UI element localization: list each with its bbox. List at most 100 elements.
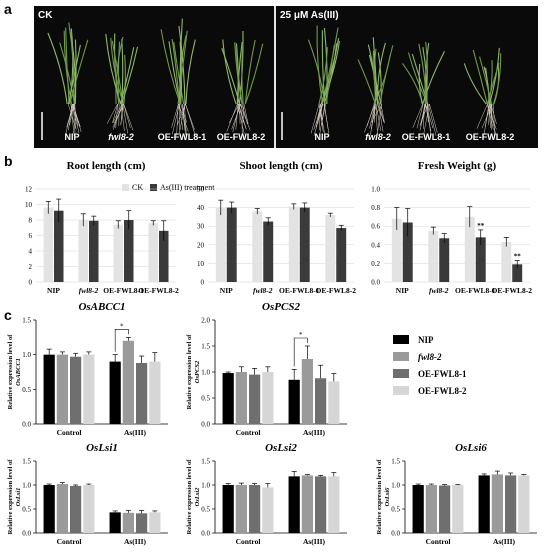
y-tick-label: 0 <box>29 279 33 287</box>
photo-label-oe1-as: OE-FWL8-1 <box>402 132 451 142</box>
chart-title: OsLsi1 <box>86 442 118 454</box>
plant-leaf <box>160 29 181 105</box>
bar-nip <box>43 485 55 533</box>
plant-leaf <box>407 52 429 105</box>
bar-nip <box>288 476 300 533</box>
bar-ck <box>215 207 226 282</box>
y-axis-label: Relative expression level ofOsPCS2 <box>186 334 201 410</box>
bar-nip <box>288 379 300 424</box>
plant-root <box>112 103 119 123</box>
y-tick-label: 0.8 <box>371 204 380 212</box>
bar-oe-fwl8-2 <box>328 476 340 533</box>
bar-ck <box>325 215 336 282</box>
y-tick-label: 0.0 <box>22 530 31 538</box>
x-tick-label: OE-FWL8-2 <box>492 286 533 295</box>
plant-root <box>112 103 123 124</box>
x-tick-label: fwl8-2 <box>79 286 99 295</box>
significance-bracket <box>114 329 129 352</box>
plant-leaf <box>222 39 237 105</box>
plant-root <box>416 103 424 129</box>
bar-fwl8-2 <box>235 485 247 533</box>
plant-leaf <box>488 47 500 105</box>
plant-leaf <box>316 25 324 105</box>
x-tick-label: OE-FWL8-2 <box>138 286 179 295</box>
plant-leaf <box>244 43 264 105</box>
plant-leaf <box>235 45 243 105</box>
bar-as <box>159 230 169 282</box>
significance-marker: * <box>299 331 303 339</box>
y-tick-label: 20 <box>197 241 205 249</box>
bar-as <box>89 220 99 282</box>
y-tick-label: 0.2 <box>371 260 380 268</box>
legend-c-nip-label: NIP <box>418 335 434 345</box>
y-tick-label: 0.0 <box>22 421 31 429</box>
y-tick-label: 0.5 <box>201 506 210 514</box>
y-axis-label: Relative expression level ofOsLsi2 <box>186 459 201 535</box>
bar-as <box>402 222 413 282</box>
chart-c-4: OsPCS2 0.0 0.5 1.0 1.5 2.0 Relative expression… <box>186 301 347 437</box>
bar-ck <box>391 218 402 282</box>
bar-as <box>512 264 523 282</box>
y-axis-label: Relative expression level ofOsABCC1 <box>7 334 22 410</box>
y-tick-label: 4 <box>29 248 33 256</box>
plant-root <box>370 103 376 130</box>
bar-oe-fwl8-1 <box>70 356 82 424</box>
bar-as <box>124 220 134 282</box>
plant-leaf <box>463 63 487 105</box>
bar-ck <box>501 242 512 282</box>
plant-root <box>378 103 384 132</box>
plant-root <box>182 103 187 136</box>
y-tick-label: 50 <box>197 186 205 194</box>
y-tick-label: 10 <box>25 201 33 209</box>
bar-as <box>299 207 310 282</box>
x-tick-label: OE-FWL8-1 <box>279 286 320 295</box>
bar-ck <box>464 216 475 282</box>
y-tick-label: 2 <box>29 263 33 271</box>
y-tick-label: 0.0 <box>201 530 210 538</box>
plant-root <box>486 103 494 130</box>
plant-root <box>310 103 320 134</box>
plant-root <box>115 103 118 129</box>
bar-nip <box>222 373 234 424</box>
bar-oe-fwl8-1 <box>505 475 517 533</box>
y-tick-label: 0.5 <box>22 386 31 394</box>
y-tick-label: 1.5 <box>201 458 210 466</box>
legend-c-oe2-label: OE-FWL8-2 <box>418 386 467 396</box>
plant-leaf <box>115 36 124 105</box>
y-tick-label: 30 <box>197 223 205 231</box>
photo-label-oe1-ck: OE-FWL8-1 <box>158 132 207 142</box>
plant-leaf <box>325 45 335 105</box>
plant-leaf <box>307 39 326 105</box>
plant-root <box>113 103 123 130</box>
plant-root <box>237 103 247 129</box>
plant-leaf <box>241 39 244 105</box>
plant-root <box>232 103 240 133</box>
plant-root <box>429 103 438 133</box>
bar-oe-fwl8-2 <box>518 475 530 533</box>
legend-b-ck-swatch <box>122 184 129 191</box>
chart-title: Root length (cm) <box>67 160 146 172</box>
plant-root <box>235 103 239 130</box>
plant-root <box>73 103 76 134</box>
y-axis-label: Relative expression level ofOsLsi6 <box>376 459 391 535</box>
plant-root <box>377 103 382 135</box>
bar-fwl8-2 <box>425 485 437 533</box>
bar-as <box>263 221 274 282</box>
chart-b-2: Fresh Weight (g) 0.0 0.2 0.4 0.6 0.8 1.0 NIP fwl… <box>371 160 532 295</box>
photo-label-fwl-ck: fwl8-2 <box>108 132 134 142</box>
legend-b-as-swatch <box>150 184 157 191</box>
plant-root <box>185 103 196 136</box>
y-tick-label: 0.5 <box>201 395 210 403</box>
plant-root <box>123 103 134 131</box>
x-tick-label: fwl8-2 <box>253 286 273 295</box>
plant-root <box>184 103 187 136</box>
significance-marker: ** <box>477 222 485 230</box>
plant-root <box>74 103 76 129</box>
photo-label-nip-ck: NIP <box>64 132 79 142</box>
y-tick-label: 0 <box>201 279 205 287</box>
plant-root <box>319 103 321 131</box>
x-tick-label: NIP <box>396 286 409 295</box>
photo-label-oe2-ck: OE-FWL8-2 <box>217 132 266 142</box>
plant-leaf <box>121 46 139 105</box>
